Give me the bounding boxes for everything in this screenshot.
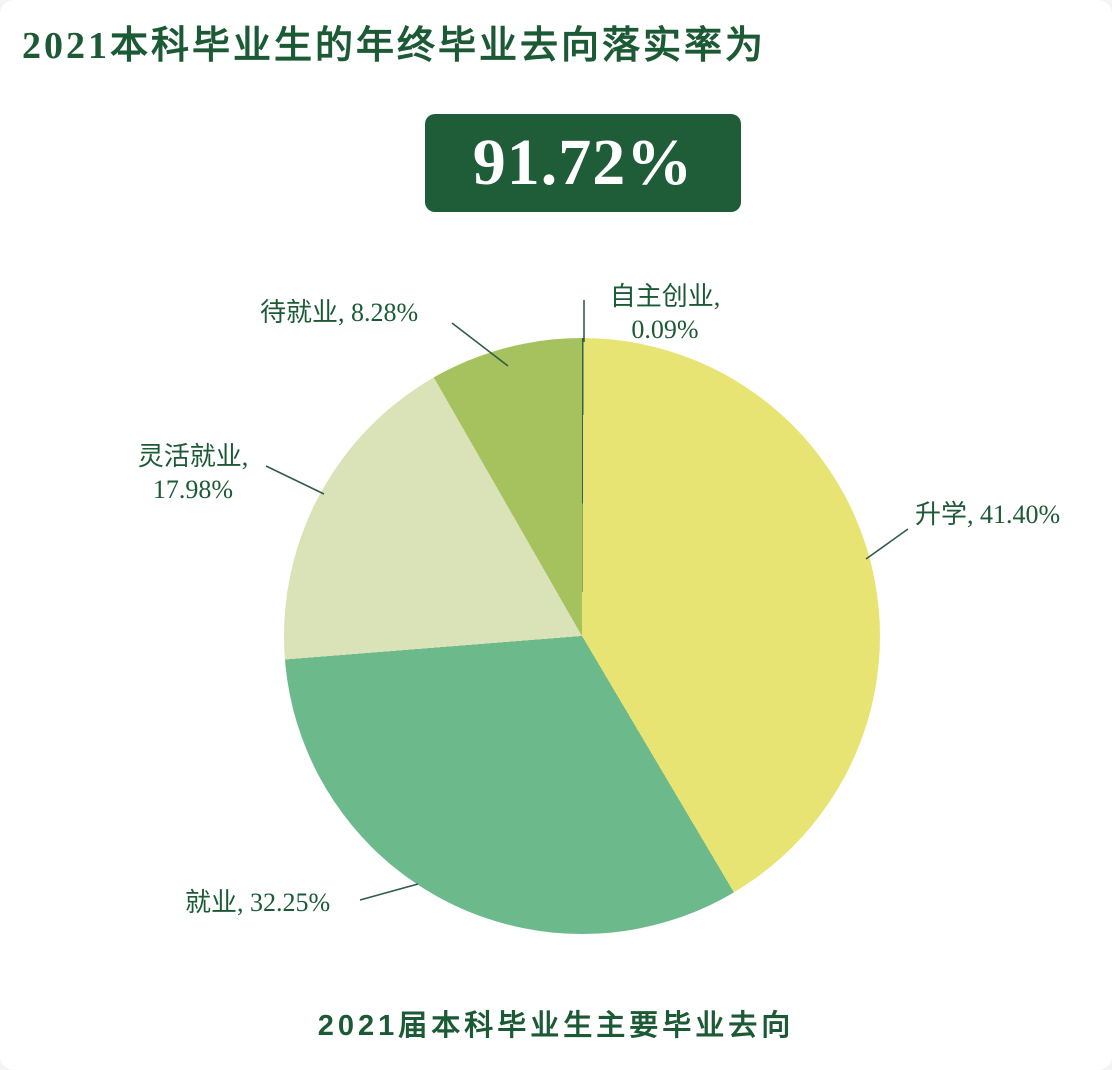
pie-label-daijiuye: 待就业, 8.28% <box>260 298 419 327</box>
leader-line-jiuye <box>359 883 419 901</box>
rate-badge: 91.72% <box>425 114 741 212</box>
rate-value: 91.72% <box>472 126 694 199</box>
pie-label-linghuo-jiuye: 灵活就业, 17.98% <box>137 442 249 505</box>
pie-label-jiuye: 就业, 32.25% <box>185 888 331 917</box>
leader-line-linghuo <box>265 465 325 495</box>
pie-chart <box>284 338 880 934</box>
leader-line-shengxue <box>865 528 909 560</box>
pie-label-zizhu-chuangye: 自主创业, 0.09% <box>609 282 721 345</box>
chart-caption: 2021届本科毕业生主要毕业去向 <box>317 1010 795 1042</box>
pie-label-shengxue: 升学, 41.40% <box>915 500 1061 529</box>
page-title: 2021本科毕业生的年终毕业去向落实率为 <box>22 25 767 67</box>
